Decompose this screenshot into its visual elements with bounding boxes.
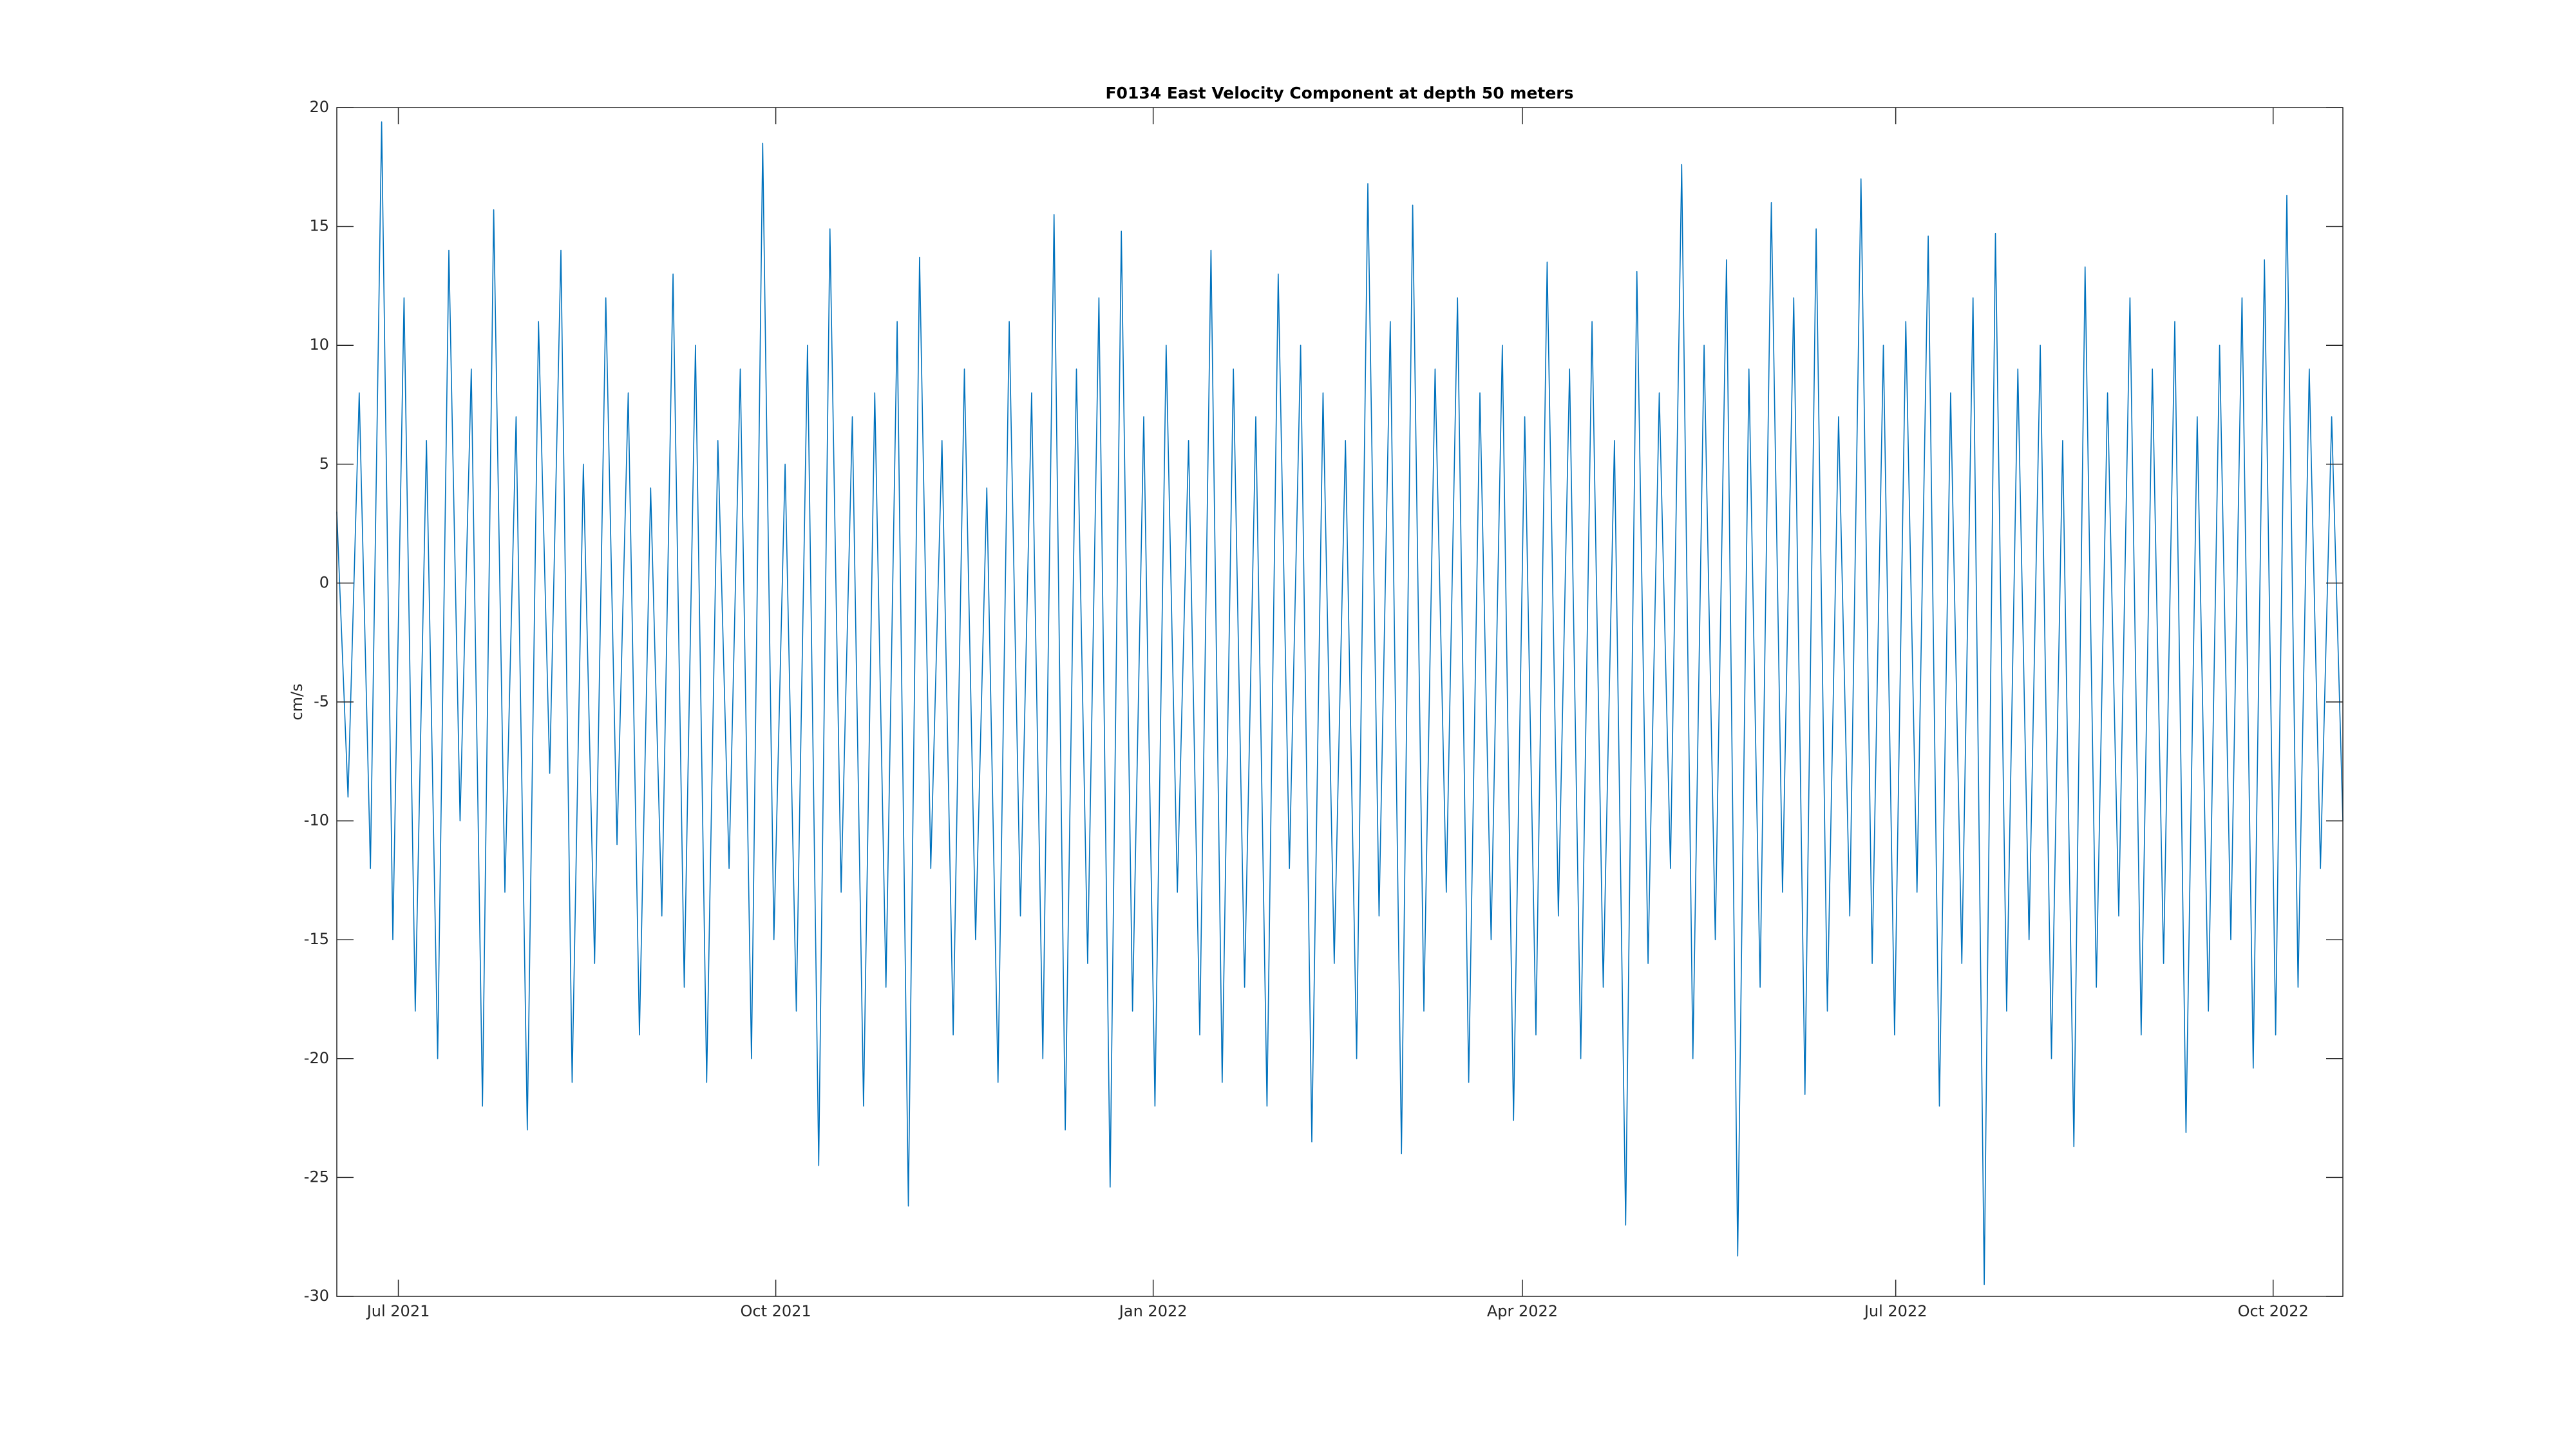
y-axis-label: cm/s	[288, 683, 306, 720]
y-tick-label: 10	[309, 336, 329, 354]
x-tick-label: Oct 2021	[741, 1302, 811, 1320]
y-tick-label: 15	[309, 217, 329, 235]
x-tick-label: Jan 2022	[1118, 1302, 1188, 1320]
y-tick-label: -30	[304, 1287, 329, 1305]
x-tick-label: Oct 2022	[2238, 1302, 2309, 1320]
y-tick-label: -5	[314, 692, 329, 710]
y-tick-label: 20	[309, 98, 329, 116]
x-tick-label: Apr 2022	[1487, 1302, 1558, 1320]
y-tick-label: 5	[319, 455, 329, 473]
y-tick-label: 0	[319, 573, 329, 591]
y-tick-label: -15	[304, 930, 329, 948]
data-line	[336, 121, 2344, 1285]
y-tick-label: -25	[304, 1168, 329, 1186]
y-tick-label: -10	[304, 811, 329, 829]
y-tick-label: -20	[304, 1049, 329, 1067]
x-tick-label: Jul 2021	[366, 1302, 430, 1320]
x-tick-label: Jul 2022	[1863, 1302, 1927, 1320]
chart-title: F0134 East Velocity Component at depth 5…	[1105, 84, 1573, 102]
